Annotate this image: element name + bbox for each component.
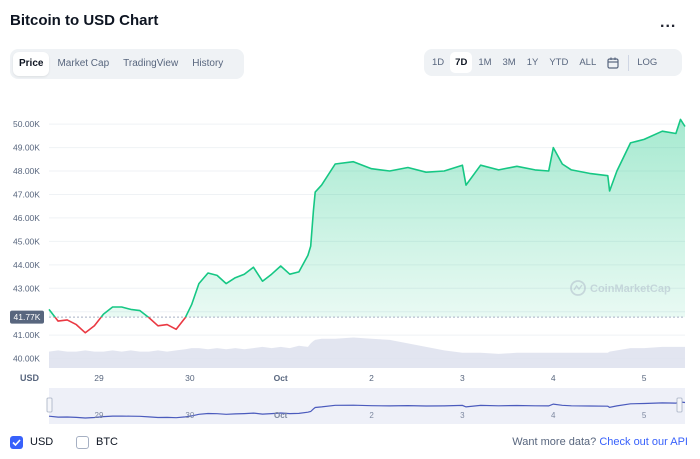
btc-checkbox-label: BTC bbox=[96, 436, 118, 448]
api-promo: Want more data? Check out our API bbox=[512, 436, 688, 448]
navigator-right-handle[interactable] bbox=[676, 397, 683, 413]
navigator-x-ticks: 29 30 Oct 2 3 4 5 bbox=[95, 411, 647, 420]
page-title: Bitcoin to USD Chart bbox=[10, 12, 159, 29]
x-tick-label: 2 bbox=[369, 373, 374, 383]
chart-type-tabs: Price Market Cap TradingView History bbox=[10, 49, 244, 79]
x-tick-label: 5 bbox=[642, 373, 647, 383]
range-3m[interactable]: 3M bbox=[502, 57, 516, 68]
y-tick-label: 50.00K bbox=[13, 119, 40, 129]
navigator-left-handle[interactable] bbox=[46, 397, 53, 413]
range-divider bbox=[628, 54, 630, 71]
navigator-tick-label: 5 bbox=[642, 411, 647, 420]
y-tick-label: 46.00K bbox=[13, 213, 40, 223]
navigator-tick-label: 29 bbox=[95, 411, 104, 420]
more-options-icon[interactable]: ... bbox=[660, 14, 677, 31]
range-1d[interactable]: 1D bbox=[432, 57, 445, 68]
y-tick-label: 43.00K bbox=[13, 283, 40, 293]
price-line-up bbox=[48, 118, 686, 318]
tab-price[interactable]: Price bbox=[13, 52, 50, 76]
navigator-tick-label: 2 bbox=[369, 411, 374, 420]
x-tick-label: 30 bbox=[185, 373, 195, 383]
y-tick-label: 44.00K bbox=[13, 260, 40, 270]
time-range-selector: 1D 7D 1M 3M 1Y YTD ALL LOG bbox=[424, 49, 682, 76]
range-7d[interactable]: 7D bbox=[450, 52, 473, 73]
tab-history[interactable]: History bbox=[192, 58, 224, 69]
price-chart[interactable]: 40.00K 41.00K 43.00K 44.00K 45.00K 46.00K 47.0… bbox=[0, 90, 700, 430]
navigator-tick-label: 30 bbox=[185, 411, 194, 420]
range-ytd[interactable]: YTD bbox=[549, 57, 569, 68]
y-tick-label: 47.00K bbox=[13, 189, 40, 199]
y-tick-label: 45.00K bbox=[13, 236, 40, 246]
tab-tradingview[interactable]: TradingView bbox=[123, 58, 179, 69]
usd-checkbox-label: USD bbox=[30, 436, 54, 448]
api-link[interactable]: Check out our API bbox=[599, 436, 688, 448]
volume-area bbox=[49, 337, 685, 368]
range-1y[interactable]: 1Y bbox=[526, 57, 539, 68]
navigator-line bbox=[48, 401, 686, 419]
chart-footer: USD BTC Want more data? Check out our AP… bbox=[0, 430, 700, 456]
y-axis-ticks: 40.00K 41.00K 43.00K 44.00K 45.00K 46.00K 47.0… bbox=[13, 119, 40, 363]
range-1m[interactable]: 1M bbox=[478, 57, 492, 68]
btc-checkbox[interactable] bbox=[76, 436, 89, 449]
navigator-tick-label: 3 bbox=[460, 411, 465, 420]
log-scale-toggle[interactable]: LOG bbox=[637, 57, 658, 68]
x-tick-label: Oct bbox=[274, 373, 288, 383]
y-tick-label: 41.00K bbox=[13, 330, 40, 340]
current-price-label: 41.77K bbox=[14, 312, 41, 322]
usd-checkbox[interactable] bbox=[10, 436, 23, 449]
y-tick-label: 49.00K bbox=[13, 143, 40, 153]
x-axis-ticks: 29 30 Oct 2 3 4 5 bbox=[94, 373, 647, 383]
watermark-text: CoinMarketCap bbox=[590, 283, 671, 295]
x-tick-label: 3 bbox=[460, 373, 465, 383]
navigator-tick-label: 4 bbox=[551, 411, 556, 420]
api-promo-text: Want more data? bbox=[512, 436, 597, 448]
calendar-icon[interactable] bbox=[602, 52, 624, 73]
range-navigator[interactable]: 29 30 Oct 2 3 4 5 bbox=[46, 388, 686, 424]
x-tick-label: 29 bbox=[94, 373, 104, 383]
tab-market-cap[interactable]: Market Cap bbox=[57, 58, 110, 69]
navigator-tick-label: Oct bbox=[274, 411, 288, 420]
y-tick-label: 40.00K bbox=[13, 354, 40, 364]
price-fill-area bbox=[49, 119, 685, 318]
current-price-tag: 41.77K bbox=[10, 310, 44, 324]
currency-axis-label: USD bbox=[20, 373, 40, 383]
coinmarketcap-watermark: CoinMarketCap bbox=[570, 280, 671, 296]
x-tick-label: 4 bbox=[551, 373, 556, 383]
range-all[interactable]: ALL bbox=[579, 57, 597, 68]
y-tick-label: 48.00K bbox=[13, 166, 40, 176]
